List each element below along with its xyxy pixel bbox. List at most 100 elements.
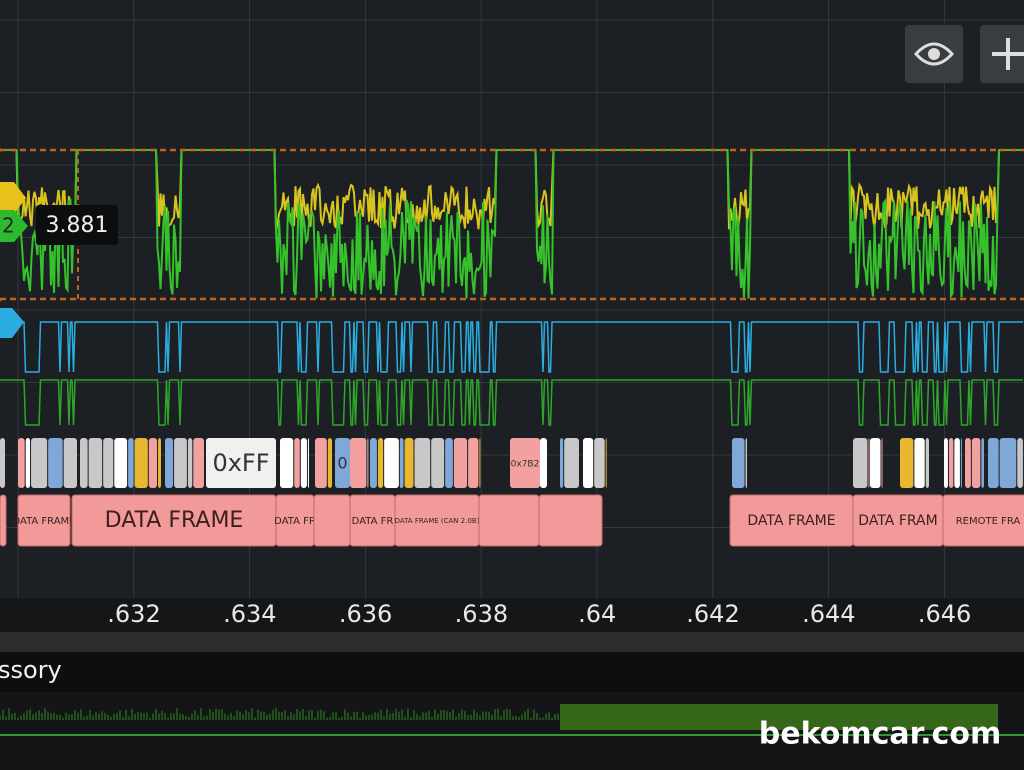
frame-box xyxy=(17,494,71,547)
byte-box xyxy=(327,438,332,488)
byte-box xyxy=(510,438,540,488)
byte-box xyxy=(479,438,481,488)
byte-box xyxy=(853,438,868,488)
byte-box xyxy=(128,438,134,488)
byte-box xyxy=(965,438,971,488)
byte-box xyxy=(404,438,414,488)
byte-box xyxy=(564,438,579,488)
divider xyxy=(0,632,1024,652)
byte-label: 0 xyxy=(337,454,347,473)
byte-box xyxy=(25,438,31,488)
byte-box xyxy=(431,438,445,488)
marker-blue xyxy=(0,308,24,338)
byte-box xyxy=(468,438,479,488)
time-tick: .642 xyxy=(686,600,739,628)
frame-label: DATA FRAME (CAN 2.0B) xyxy=(395,517,480,525)
byte-box xyxy=(335,438,350,488)
byte-box xyxy=(103,438,114,488)
time-tick: .638 xyxy=(455,600,508,628)
byte-box xyxy=(594,438,605,488)
marker-orange-2 xyxy=(0,298,2,302)
overview-activity xyxy=(0,708,559,720)
byte-label: 0x7B2 xyxy=(511,460,540,470)
byte-box xyxy=(400,438,404,488)
frame-label: REMOTE FRA xyxy=(956,516,1021,527)
byte-box xyxy=(174,438,187,488)
byte-box xyxy=(187,438,193,488)
frame-box xyxy=(478,494,540,547)
overview-trace xyxy=(0,708,559,720)
time-tick: .636 xyxy=(339,600,392,628)
byte-box xyxy=(583,438,594,488)
byte-box xyxy=(300,438,307,488)
byte-box xyxy=(18,438,25,488)
byte-box xyxy=(1017,438,1023,488)
frame-box xyxy=(313,494,351,547)
time-tick: .64 xyxy=(578,600,616,628)
byte-box xyxy=(981,438,984,488)
time-tick: .634 xyxy=(223,600,276,628)
byte-box xyxy=(114,438,128,488)
readout-box xyxy=(36,205,118,245)
byte-box xyxy=(280,438,294,488)
byte-box xyxy=(954,438,960,488)
byte-box xyxy=(148,438,158,488)
byte-label: 0xFF xyxy=(212,449,269,477)
byte-box xyxy=(988,438,999,488)
byte-box xyxy=(745,438,747,488)
time-axis: .632 .634 .636 .638 .64 .642 .644 .646 xyxy=(107,600,971,628)
byte-box xyxy=(453,438,468,488)
byte-box xyxy=(315,438,327,488)
byte-box xyxy=(914,438,925,488)
panel-header xyxy=(0,652,1024,692)
plus-icon xyxy=(992,38,1024,70)
byte-box xyxy=(63,438,77,488)
marker-label: 2 xyxy=(2,214,15,238)
byte-box xyxy=(560,438,564,488)
byte-box xyxy=(165,438,174,488)
byte-box xyxy=(370,438,377,488)
byte-box xyxy=(350,438,367,488)
byte-box xyxy=(0,438,5,488)
marker-green xyxy=(0,210,28,242)
frame-box xyxy=(0,494,7,547)
byte-box xyxy=(206,438,276,488)
byte-box xyxy=(80,438,88,488)
frame-label: DATA FRAM xyxy=(858,513,937,529)
byte-box xyxy=(294,438,300,488)
digital-blue xyxy=(0,321,1023,373)
byte-box xyxy=(999,438,1017,488)
byte-box xyxy=(134,438,148,488)
axis-bar xyxy=(0,598,1024,634)
byte-box xyxy=(944,438,948,488)
byte-box xyxy=(367,438,369,488)
eye-pupil xyxy=(928,48,940,60)
byte-box xyxy=(88,438,103,488)
byte-box xyxy=(925,438,929,488)
frame-label: DATA FRAME xyxy=(747,513,835,529)
byte-box xyxy=(605,438,607,488)
frame-label: DATA FR xyxy=(352,516,394,527)
marker-yellow xyxy=(0,182,26,214)
overview-window[interactable] xyxy=(560,704,998,730)
frame-label: DATA FRAME xyxy=(12,516,75,527)
byte-box xyxy=(971,438,981,488)
byte-box xyxy=(732,438,745,488)
frame-label: DATA FRAME xyxy=(105,508,244,533)
byte-box xyxy=(870,438,881,488)
byte-box xyxy=(881,438,883,488)
byte-box xyxy=(414,438,431,488)
byte-box xyxy=(48,438,63,488)
time-tick: .646 xyxy=(918,600,971,628)
byte-box xyxy=(960,438,962,488)
marker-orange xyxy=(0,148,2,152)
byte-box xyxy=(377,438,384,488)
byte-box xyxy=(384,438,399,488)
byte-box xyxy=(307,438,309,488)
readout-value: 3.881 xyxy=(46,213,109,238)
byte-box xyxy=(31,438,48,488)
byte-box xyxy=(948,438,954,488)
digital-green xyxy=(0,379,1023,426)
